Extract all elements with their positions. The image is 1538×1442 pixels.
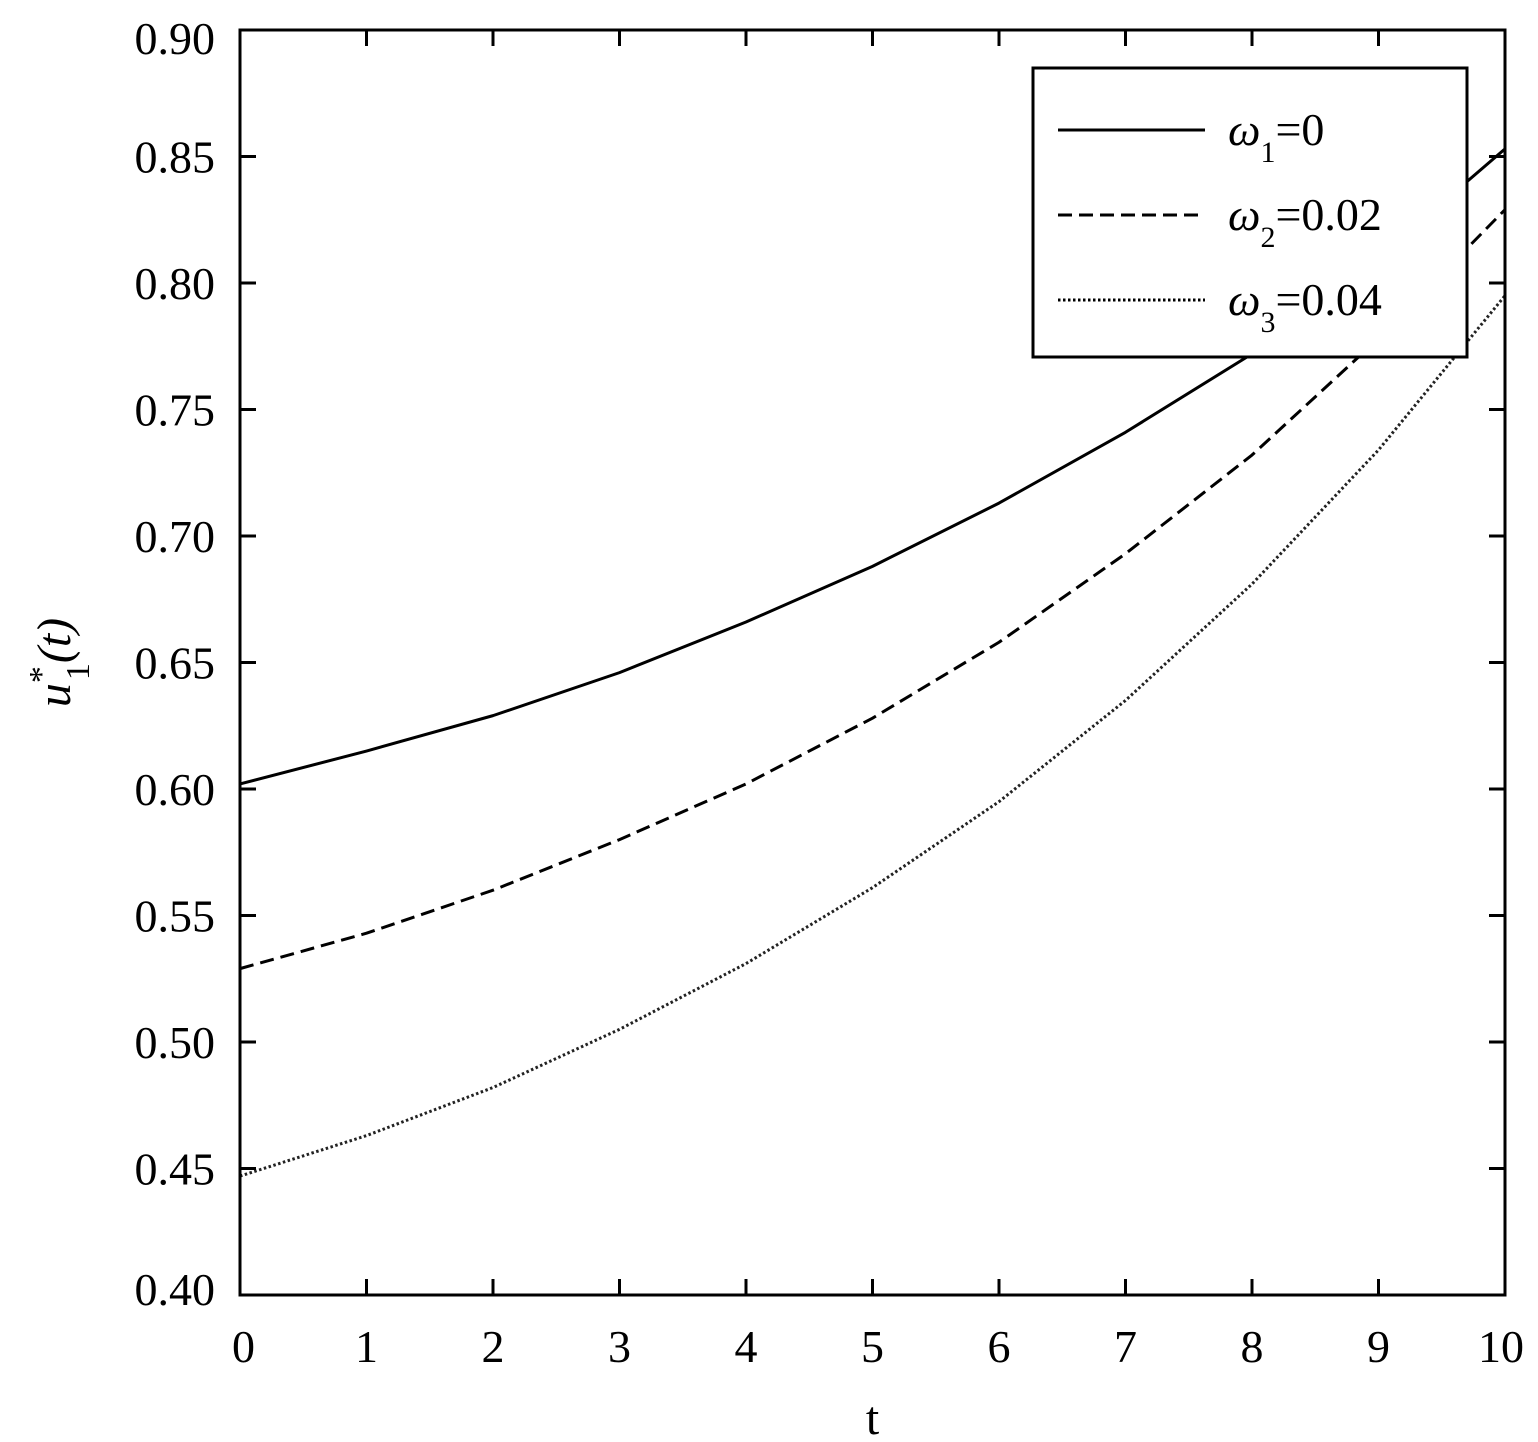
y-tick-label: 0.80 bbox=[135, 258, 216, 309]
x-tick-label: 6 bbox=[988, 1321, 1011, 1372]
legend-symbol: ω bbox=[1228, 104, 1260, 155]
x-tick-label: 9 bbox=[1367, 1321, 1390, 1372]
series-line-3 bbox=[239, 294, 1507, 1178]
legend-label-2: ω2=0.02 bbox=[1228, 189, 1382, 254]
x-tick-label: 4 bbox=[735, 1321, 758, 1372]
x-tick-label: 10 bbox=[1478, 1321, 1524, 1372]
y-tick-labels: 0.40 0.45 0.50 0.55 0.60 0.65 0.70 0.75 0.80 0.85… bbox=[135, 13, 216, 1315]
x-tick-label: 3 bbox=[608, 1321, 631, 1372]
x-tick-label: 5 bbox=[861, 1321, 884, 1372]
data-point-series-2 bbox=[1124, 552, 1127, 555]
y-tick-label: 0.60 bbox=[135, 764, 216, 815]
series-line-2 bbox=[239, 208, 1507, 971]
y-tick-label: 0.70 bbox=[135, 511, 216, 562]
y-tick-label: 0.55 bbox=[135, 891, 216, 942]
y-axis-label-base: u bbox=[28, 683, 81, 707]
legend-box bbox=[1031, 66, 1469, 359]
y-tick-label: 0.45 bbox=[135, 1144, 216, 1195]
y-tick-label: 0.75 bbox=[135, 385, 216, 436]
legend-label-1: ω1=0 bbox=[1228, 104, 1324, 169]
y-axis-label-subscript: 1 bbox=[60, 663, 97, 680]
y-tick-label: 0.85 bbox=[135, 132, 216, 183]
x-tick-label: 2 bbox=[482, 1321, 505, 1372]
x-tick-label: 8 bbox=[1241, 1321, 1264, 1372]
plot-frame bbox=[238, 28, 1507, 1297]
legend-value: =0 bbox=[1275, 104, 1324, 155]
y-axis-label-superscript: * bbox=[23, 666, 60, 683]
legend-label-3: ω3=0.04 bbox=[1228, 274, 1382, 339]
y-tick-label: 0.40 bbox=[135, 1264, 216, 1315]
legend-subscript: 3 bbox=[1260, 306, 1275, 339]
legend-value: =0.04 bbox=[1275, 274, 1381, 325]
legend-symbol: ω bbox=[1228, 274, 1260, 325]
x-tick-label: 7 bbox=[1114, 1321, 1137, 1372]
y-axis-label-arg: (t) bbox=[28, 618, 81, 663]
y-tick-label: 0.50 bbox=[135, 1017, 216, 1068]
legend-subscript: 2 bbox=[1260, 221, 1275, 254]
legend-subscript: 1 bbox=[1260, 136, 1275, 169]
y-tick-label: 0.65 bbox=[135, 638, 216, 689]
legend-value: =0.02 bbox=[1275, 189, 1381, 240]
x-tick-label: 1 bbox=[355, 1321, 378, 1372]
legend-symbol: ω bbox=[1228, 189, 1260, 240]
x-tick-labels: 0 1 2 3 4 5 6 7 8 9 10 bbox=[232, 1321, 1524, 1372]
x-axis-label: t bbox=[866, 1392, 880, 1442]
x-tick-label: 0 bbox=[232, 1321, 255, 1372]
y-tick-label: 0.90 bbox=[135, 13, 216, 64]
y-axis-label: u*1(t) bbox=[23, 618, 97, 707]
